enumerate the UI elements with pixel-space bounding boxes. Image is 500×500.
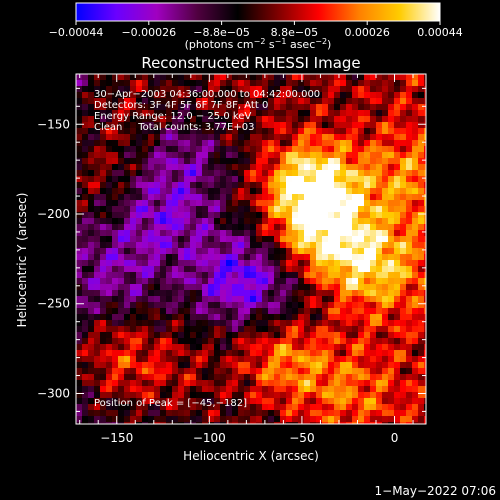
x-tick-label: −150 xyxy=(100,431,133,445)
colorbar-unit-label: (photons cm−2 s−1 asec−2) xyxy=(185,37,332,51)
x-axis-label: Heliocentric X (arcsec) xyxy=(183,449,319,463)
y-tick-label: −250 xyxy=(37,297,70,311)
x-tick-labels: −150 −100 −50 0 xyxy=(100,431,398,445)
colorbar-tick-labels: −0.00044 −0.00026 −8.8e−05 8.8e−05 0.00026 0.… xyxy=(49,26,463,39)
colorbar-tick-label: 0.00026 xyxy=(344,26,390,39)
x-tick-label: 0 xyxy=(391,431,399,445)
axis-ticks xyxy=(76,74,426,424)
info-line: Detectors: 3F 4F 5F 6F 7F 8F, Att 0 xyxy=(94,100,268,111)
chart-title: Reconstructed RHESSI Image xyxy=(141,54,360,72)
colorbar-tick-label: −0.00026 xyxy=(121,26,176,39)
y-tick-label: −300 xyxy=(37,386,70,400)
colorbar-tick-label: 8.8e−05 xyxy=(271,26,318,39)
y-tick-label: −200 xyxy=(37,207,70,221)
colorbar xyxy=(75,2,441,22)
peak-position-label: Position of Peak = [−45,−182] xyxy=(94,398,247,409)
colorbar-tick-label: −8.8e−05 xyxy=(193,26,250,39)
x-tick-label: −100 xyxy=(193,431,226,445)
heatmap-image xyxy=(76,74,426,424)
info-line: Energy Range: 12.0 − 25.0 keV xyxy=(94,111,251,122)
y-axis-label: Heliocentric Y (arcsec) xyxy=(15,193,29,328)
timestamp: 1−May−2022 07:06 xyxy=(375,484,497,498)
observation-info: 30−Apr−2003 04:36:00.000 to 04:42:00.000… xyxy=(94,89,320,133)
colorbar-tick-label: 0.00044 xyxy=(417,26,463,39)
colorbar-ticks xyxy=(75,21,441,25)
colorbar-tick-label: −0.00044 xyxy=(49,26,104,39)
x-tick-label: −50 xyxy=(289,431,314,445)
info-line: Clean Total counts: 3.77E+03 xyxy=(94,122,254,133)
plot-frame xyxy=(75,73,427,425)
y-tick-labels: −150 −200 −250 −300 xyxy=(37,117,70,400)
y-tick-label: −150 xyxy=(37,117,70,131)
info-line: 30−Apr−2003 04:36:00.000 to 04:42:00.000 xyxy=(94,89,320,100)
